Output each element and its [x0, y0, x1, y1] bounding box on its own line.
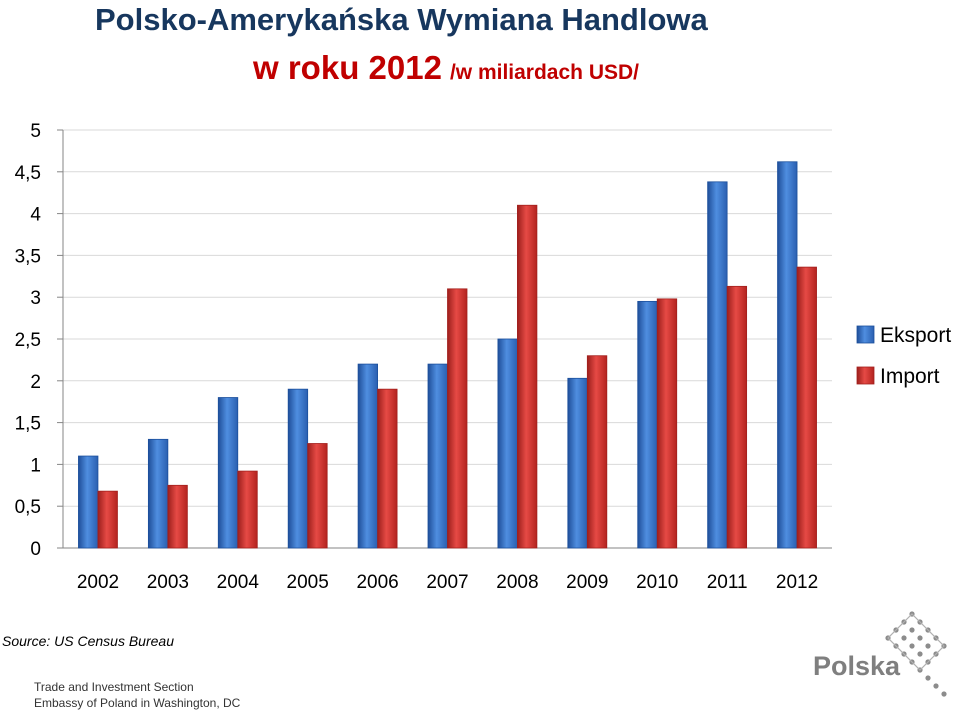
y-tick-label: 1 — [30, 455, 41, 476]
legend-label-import: Import — [880, 365, 940, 388]
x-tick-label: 2008 — [496, 572, 538, 593]
y-tick-label: 5 — [30, 121, 41, 142]
bar-import-2006 — [377, 388, 398, 549]
logo-dot — [917, 635, 923, 641]
bar-eksport-2010 — [637, 300, 658, 549]
logo-dot — [909, 627, 915, 633]
bar-import-2009 — [586, 355, 608, 549]
x-tick-label: 2005 — [287, 572, 329, 593]
legend: Eksport Import — [856, 324, 951, 388]
bar-import-2010 — [656, 298, 678, 549]
bar-eksport-2008 — [497, 338, 518, 549]
footer-embassy: Embassy of Poland in Washington, DC — [34, 696, 241, 710]
legend-label-eksport: Eksport — [880, 324, 951, 347]
legend-swatch-import — [856, 366, 875, 385]
x-tick-label: 2002 — [77, 572, 119, 593]
bar-import-2005 — [307, 443, 328, 549]
bar-chart: 00,511,522,533,544,55 2002 2003 2004 2005 20… — [15, 121, 952, 593]
logo-dot — [917, 651, 923, 657]
bar-eksport-2005 — [287, 388, 309, 549]
bars — [78, 161, 817, 549]
bar-eksport-2012 — [777, 161, 798, 549]
y-tick-label: 1,5 — [15, 414, 41, 435]
y-axis-ticks: 0 0,5 1 1,5 2 2,5 3 3,5 4 4,5 5 — [15, 121, 42, 560]
x-tick-label: 2004 — [217, 572, 260, 593]
footer-section: Trade and Investment Section — [34, 680, 194, 694]
y-tick-label: 4 — [30, 205, 41, 226]
subtitle-unit: /w miliardach USD/ — [449, 61, 639, 84]
bar-eksport-2011 — [707, 181, 728, 549]
bar-import-2007 — [447, 288, 468, 549]
y-tick-label: 3,5 — [15, 246, 41, 267]
chart-subtitle: w roku 2012/w miliardach USD/ — [253, 49, 639, 87]
y-tick-label: 0,5 — [15, 497, 41, 518]
bar-import-2008 — [517, 204, 538, 549]
bar-import-2002 — [97, 490, 118, 549]
bar-eksport-2007 — [427, 363, 448, 549]
x-tick-label: 2012 — [776, 572, 818, 593]
y-tick-label: 4,5 — [15, 163, 41, 184]
x-axis-ticks: 2002 2003 2004 2005 2006 2007 2008 2009 2010 2011… — [77, 572, 818, 593]
bar-eksport-2009 — [567, 377, 588, 549]
bar-import-2012 — [796, 266, 817, 549]
subtitle-year: w roku 2012 — [253, 49, 442, 86]
chart-title: Polsko-Amerykańska Wymiana Handlowa — [95, 2, 708, 37]
logo-dot — [925, 643, 931, 649]
bar-import-2003 — [167, 484, 188, 549]
x-tick-label: 2009 — [566, 572, 608, 593]
logo-dot — [925, 675, 931, 681]
source-note: Source: US Census Bureau — [2, 633, 174, 649]
bar-import-2004 — [237, 470, 258, 549]
bar-eksport-2003 — [147, 438, 169, 549]
polska-logo-icon — [885, 611, 947, 697]
bar-eksport-2006 — [357, 363, 378, 549]
logo-dot — [933, 683, 939, 689]
bar-import-2011 — [726, 285, 748, 549]
bar-eksport-2002 — [78, 455, 99, 549]
legend-swatch-eksport — [856, 325, 875, 344]
x-tick-label: 2003 — [147, 572, 189, 593]
x-tick-label: 2011 — [707, 572, 748, 593]
logo-dot — [909, 643, 915, 649]
y-tick-label: 0 — [30, 539, 41, 560]
y-tick-label: 3 — [30, 288, 41, 309]
polska-logo-text: Polska — [813, 651, 901, 681]
x-tick-label: 2010 — [636, 572, 678, 593]
y-tick-label: 2,5 — [15, 330, 41, 351]
x-tick-label: 2007 — [426, 572, 468, 593]
logo-dot — [901, 635, 907, 641]
x-tick-label: 2006 — [356, 572, 398, 593]
logo-frame — [887, 613, 945, 671]
logo-dot — [941, 691, 947, 697]
y-tick-label: 2 — [30, 372, 41, 393]
bar-eksport-2004 — [217, 397, 239, 549]
